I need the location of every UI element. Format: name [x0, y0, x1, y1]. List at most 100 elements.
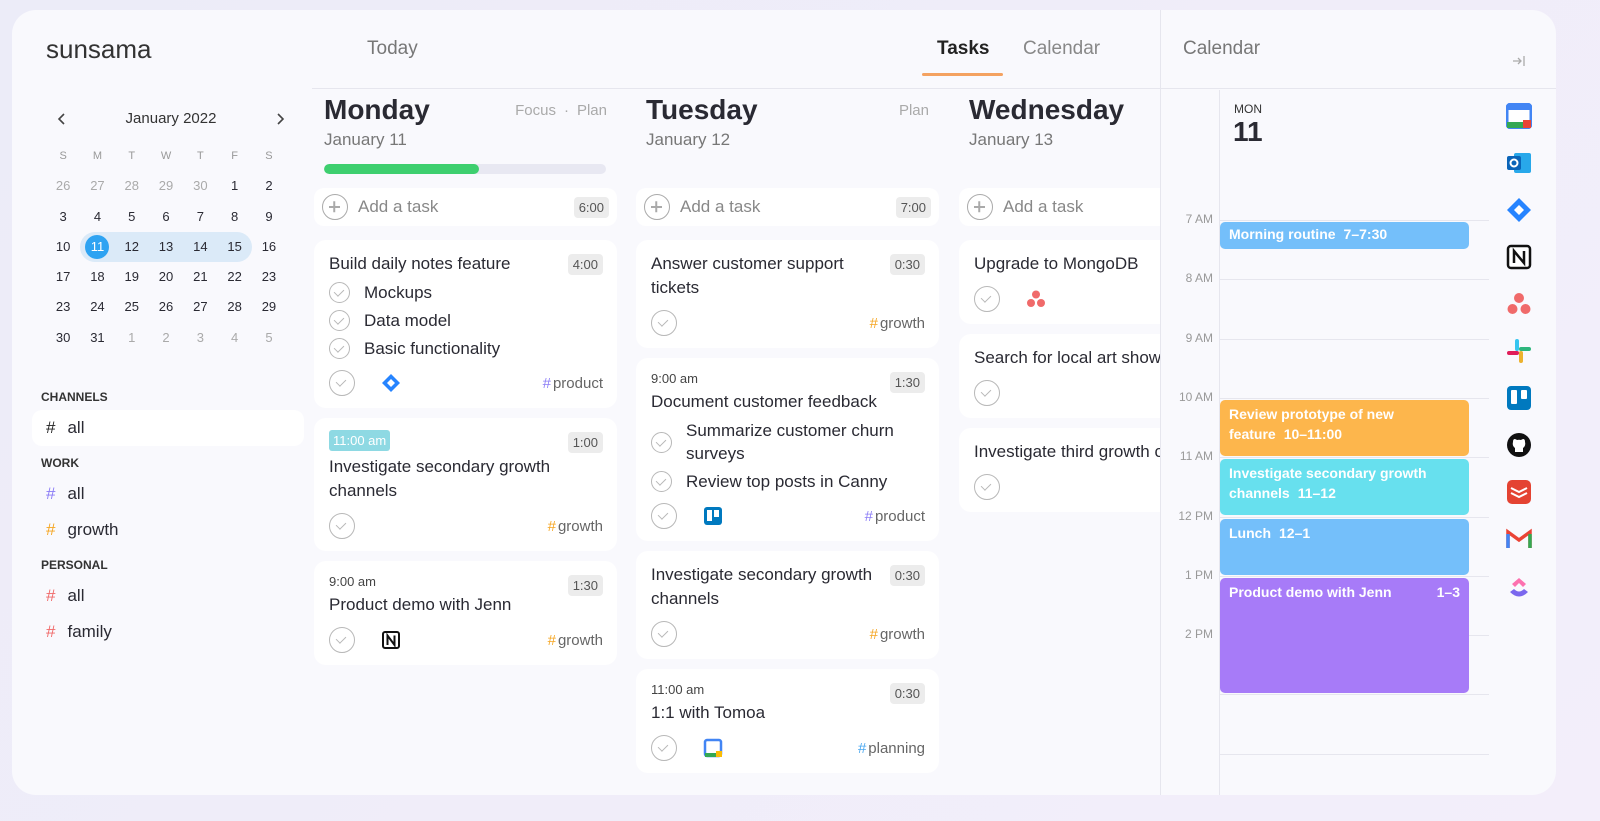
check-circle[interactable] — [974, 380, 1000, 406]
task-card[interactable]: Investigate secondary growth channels 0:3… — [636, 551, 939, 659]
subtask[interactable]: Mockups — [329, 281, 603, 304]
tasks-tab[interactable]: Tasks — [937, 38, 990, 59]
day-cell[interactable]: 10 — [46, 232, 80, 262]
check-circle[interactable] — [329, 513, 355, 539]
subtask[interactable]: Review top posts in Canny — [651, 470, 925, 493]
clickup-icon[interactable] — [1506, 573, 1532, 599]
day-cell[interactable]: 13 — [148, 231, 184, 263]
day-cell[interactable]: 21 — [183, 262, 217, 292]
jira-icon[interactable] — [1506, 197, 1532, 223]
next-month[interactable] — [274, 112, 286, 126]
day-cell[interactable]: 3 — [183, 323, 217, 353]
day-cell[interactable]: 6 — [149, 202, 183, 232]
action[interactable]: Plan — [556, 102, 607, 119]
check-circle[interactable] — [974, 474, 1000, 500]
day-cell[interactable]: 25 — [115, 292, 149, 322]
check-circle[interactable] — [651, 310, 677, 336]
day-cell[interactable]: 31 — [80, 323, 114, 353]
day-cell[interactable]: 22 — [217, 262, 251, 292]
day-cell[interactable]: 26 — [149, 292, 183, 322]
github-icon[interactable] — [1506, 432, 1532, 458]
day-cell[interactable]: 5 — [252, 323, 286, 353]
day-cell[interactable]: 20 — [149, 262, 183, 292]
channel[interactable]: growth — [32, 512, 304, 548]
day-cell[interactable]: 7 — [183, 202, 217, 232]
check-circle[interactable] — [651, 471, 672, 492]
check-circle[interactable] — [651, 621, 677, 647]
subtask[interactable]: Data model — [329, 309, 603, 332]
day-cell[interactable]: 3 — [46, 202, 80, 232]
event[interactable]: Investigate secondary growth channels 11–… — [1220, 459, 1469, 516]
day-cell[interactable]: 8 — [217, 202, 251, 232]
day-cell[interactable]: 1 — [115, 323, 149, 353]
task-card[interactable]: 11:00 am Investigate secondary growth cha… — [314, 418, 617, 551]
day-cell[interactable]: 17 — [46, 262, 80, 292]
day-cell[interactable]: 14 — [183, 231, 218, 263]
channel[interactable]: family — [32, 614, 304, 650]
task-card[interactable]: Answer customer support tickets 0:30 growt… — [636, 240, 939, 348]
google-calendar-icon[interactable] — [1506, 103, 1532, 129]
notion-icon[interactable] — [1506, 244, 1532, 270]
outlook-icon[interactable] — [1506, 150, 1532, 176]
day-cell[interactable]: 2 — [252, 171, 286, 201]
day-cell[interactable]: 30 — [46, 323, 80, 353]
day-cell[interactable]: 29 — [149, 171, 183, 201]
day-cell[interactable]: 1 — [217, 171, 251, 201]
day-cell[interactable]: 15 — [217, 231, 252, 263]
day-cell[interactable]: 23 — [252, 262, 286, 292]
subtask[interactable]: Summarize customer churn surveys — [651, 419, 925, 465]
prev-month[interactable] — [56, 112, 68, 126]
add-task[interactable]: Add a task 6:00 — [314, 188, 617, 226]
collapse-icon[interactable] — [1512, 54, 1526, 68]
asana-icon[interactable] — [1506, 291, 1532, 317]
slack-icon[interactable] — [1506, 338, 1532, 364]
event[interactable]: Product demo with Jenn 1–3 — [1220, 577, 1469, 694]
task-card[interactable]: 11:00 am 1:1 with Tomoa 0:30 planning — [636, 669, 939, 773]
event[interactable]: Lunch 12–1 — [1220, 518, 1469, 575]
subtask[interactable]: Basic functionality — [329, 337, 603, 360]
day-cell[interactable]: 28 — [217, 292, 251, 322]
add-task[interactable]: Add a task 7:00 — [636, 188, 939, 226]
day-cell[interactable]: 9 — [252, 202, 286, 232]
check-circle[interactable] — [651, 503, 677, 529]
day-cell[interactable]: 12 — [114, 231, 149, 263]
day-cell[interactable]: 28 — [115, 171, 149, 201]
day-cell[interactable]: 11 — [80, 231, 115, 263]
check-circle[interactable] — [974, 286, 1000, 312]
day-cell[interactable]: 4 — [217, 323, 251, 353]
day-cell[interactable]: 4 — [80, 202, 114, 232]
check-circle[interactable] — [329, 310, 350, 331]
today-label[interactable]: Today — [367, 38, 418, 59]
task-card[interactable]: 9:00 am Product demo with Jenn 1:30 growth — [314, 561, 617, 665]
check-circle[interactable] — [651, 735, 677, 761]
day-cell[interactable]: 27 — [183, 292, 217, 322]
channel[interactable]: all — [32, 410, 304, 446]
day-cell[interactable]: 26 — [46, 171, 80, 201]
check-circle[interactable] — [329, 627, 355, 653]
channel[interactable]: all — [32, 578, 304, 614]
action[interactable]: Focus — [515, 102, 556, 119]
check-circle[interactable] — [329, 282, 350, 303]
action[interactable]: Plan — [898, 102, 929, 119]
day-cell[interactable]: 27 — [80, 171, 114, 201]
calendar-tab[interactable]: Calendar — [1023, 38, 1101, 59]
day-cell[interactable]: 5 — [115, 202, 149, 232]
day-cell[interactable]: 16 — [252, 232, 286, 262]
day-cell[interactable]: 29 — [252, 292, 286, 322]
day-cell[interactable]: 18 — [80, 262, 114, 292]
todoist-icon[interactable] — [1506, 479, 1532, 505]
day-cell[interactable]: 23 — [46, 292, 80, 322]
check-circle[interactable] — [651, 431, 672, 453]
day-cell[interactable]: 30 — [183, 171, 217, 201]
event[interactable]: Review prototype of new feature 10–11:00 — [1220, 399, 1469, 457]
gmail-icon[interactable] — [1506, 526, 1532, 552]
trello-icon[interactable] — [1506, 385, 1532, 411]
check-circle[interactable] — [329, 338, 350, 359]
event[interactable]: Morning routine 7–7:30 — [1220, 222, 1469, 249]
day-cell[interactable]: 2 — [149, 323, 183, 353]
day-cell[interactable]: 24 — [80, 292, 114, 322]
channel[interactable]: all — [32, 476, 304, 512]
task-card[interactable]: 9:00 am Document customer feedback 1:30 Sum… — [636, 358, 939, 541]
day-cell[interactable]: 19 — [115, 262, 149, 292]
task-card[interactable]: Build daily notes feature 4:00 Mockups Data… — [314, 240, 617, 408]
